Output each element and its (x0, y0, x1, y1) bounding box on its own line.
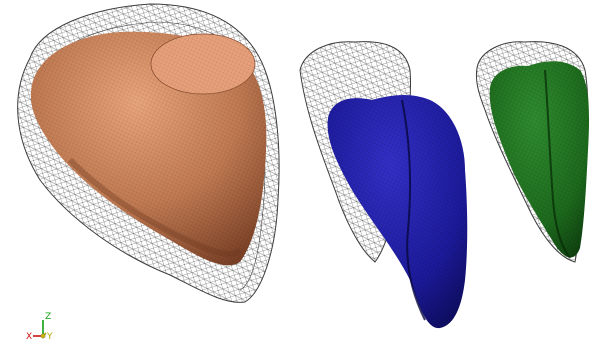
brown-shading (67, 157, 243, 257)
z-axis-label: Z (45, 312, 51, 322)
y-axis-label: Y (46, 332, 53, 342)
x-axis-label: X (26, 332, 32, 342)
orientation-axes: X Y Z (26, 312, 53, 342)
green-heart-mesh-lines (489, 61, 590, 258)
brown-valve-top-mesh (151, 34, 255, 94)
blue-septum-line (401, 99, 426, 321)
green-septum-line (544, 69, 571, 259)
brown-mesh-group[interactable] (17, 3, 280, 303)
blue-heart-mesh-lines (327, 95, 468, 329)
blue-mesh-group[interactable] (299, 41, 468, 329)
green-mesh-group[interactable] (475, 41, 590, 263)
axes-origin (40, 333, 46, 339)
